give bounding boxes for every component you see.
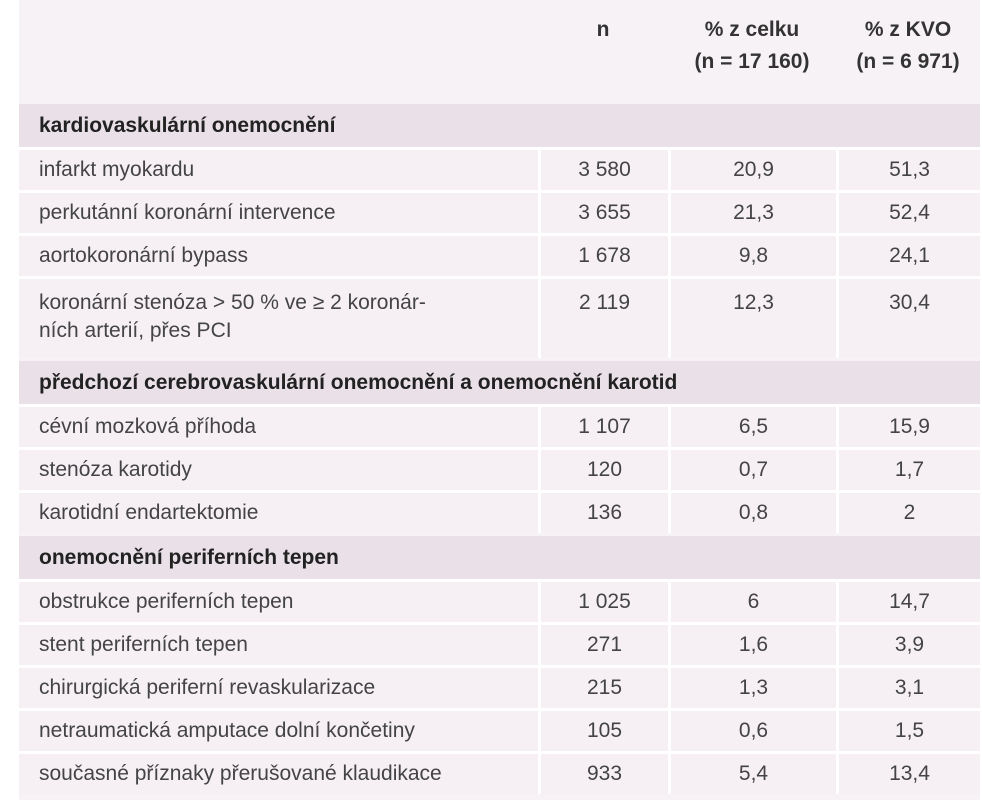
row-pct-kvo: 24,1 xyxy=(836,233,980,276)
header-pct-total-line2: (n = 17 160) xyxy=(694,50,810,73)
section-title: předchozí cerebrovaskulární onemocnění a… xyxy=(19,358,980,404)
row-n: 105 xyxy=(538,708,668,751)
header-label-empty xyxy=(19,0,538,101)
row-n: 2 119 xyxy=(538,276,668,358)
header-n-text: n xyxy=(596,18,610,41)
row-pct-kvo: 1,7 xyxy=(836,447,980,490)
row-label: perkutánní koronární intervence xyxy=(19,190,538,233)
row-n: 215 xyxy=(538,665,668,708)
row-n: 120 xyxy=(538,447,668,490)
header-pct-total-line1: % z celku xyxy=(704,18,800,41)
section-title: onemocnění periferních tepen xyxy=(19,533,980,579)
header-pct-total: % z celku (n = 17 160) xyxy=(668,0,836,101)
table-row: stent periferních tepen 271 1,6 3,9 xyxy=(19,622,980,665)
row-pct-kvo: 52,4 xyxy=(836,190,980,233)
row-label: obstrukce periferních tepen xyxy=(19,579,538,622)
row-pct-kvo: 3,9 xyxy=(836,622,980,665)
table-row: netraumatická amputace dolní končetiny 1… xyxy=(19,708,980,751)
section-header-cerebrovascular: předchozí cerebrovaskulární onemocnění a… xyxy=(19,358,980,404)
row-label: infarkt myokardu xyxy=(19,147,538,190)
row-pct-kvo: 1,5 xyxy=(836,708,980,751)
header-pct-kvo-line2: (n = 6 971) xyxy=(856,50,960,73)
row-pct-kvo: 2 xyxy=(836,490,980,533)
row-label: stenóza karotidy xyxy=(19,447,538,490)
row-n: 1 107 xyxy=(538,404,668,447)
row-pct-total: 0,8 xyxy=(668,490,836,533)
table-row: cévní mozková příhoda 1 107 6,5 15,9 xyxy=(19,404,980,447)
header-pct-kvo-line1: % z KVO xyxy=(864,18,952,41)
row-pct-kvo: 30,4 xyxy=(836,276,980,358)
row-label: aortokoronární bypass xyxy=(19,233,538,276)
table-row: obstrukce periferních tepen 1 025 6 14,7 xyxy=(19,579,980,622)
table-row: infarkt myokardu 3 580 20,9 51,3 xyxy=(19,147,980,190)
row-n: 1 678 xyxy=(538,233,668,276)
row-label: karotidní endartektomie xyxy=(19,490,538,533)
row-pct-total: 0,6 xyxy=(668,708,836,751)
table-header-row: n % z celku (n = 17 160) % z KVO (n = 6 … xyxy=(19,0,980,101)
table-row: chirurgická periferní revaskularizace 21… xyxy=(19,665,980,708)
header-n: n xyxy=(538,0,668,101)
row-pct-total: 5,4 xyxy=(668,751,836,794)
row-label: současné příznaky přerušované klaudikace xyxy=(19,751,538,794)
header-pct-kvo: % z KVO (n = 6 971) xyxy=(836,0,980,101)
row-pct-kvo: 3,1 xyxy=(836,665,980,708)
row-pct-kvo: 51,3 xyxy=(836,147,980,190)
table-row: aortokoronární bypass 1 678 9,8 24,1 xyxy=(19,233,980,276)
row-pct-total: 6 xyxy=(668,579,836,622)
row-pct-total: 1,3 xyxy=(668,665,836,708)
row-pct-total: 21,3 xyxy=(668,190,836,233)
row-label: koronární stenóza > 50 % ve ≥ 2 koronár-… xyxy=(19,276,538,358)
row-label: netraumatická amputace dolní končetiny xyxy=(19,708,538,751)
row-pct-total: 20,9 xyxy=(668,147,836,190)
row-n: 933 xyxy=(538,751,668,794)
table-row: koronární stenóza > 50 % ve ≥ 2 koronár-… xyxy=(19,276,980,358)
row-label: stent periferních tepen xyxy=(19,622,538,665)
section-header-peripheral: onemocnění periferních tepen xyxy=(19,533,980,579)
table-row: stenóza karotidy 120 0,7 1,7 xyxy=(19,447,980,490)
row-n: 136 xyxy=(538,490,668,533)
table-row: perkutánní koronární intervence 3 655 21… xyxy=(19,190,980,233)
table-row: současné příznaky přerušované klaudikace… xyxy=(19,751,980,794)
data-table: n % z celku (n = 17 160) % z KVO (n = 6 … xyxy=(19,0,980,794)
row-pct-total: 0,7 xyxy=(668,447,836,490)
row-pct-kvo: 14,7 xyxy=(836,579,980,622)
row-label: cévní mozková příhoda xyxy=(19,404,538,447)
row-label: chirurgická periferní revaskularizace xyxy=(19,665,538,708)
row-n: 1 025 xyxy=(538,579,668,622)
section-header-cardiovascular: kardiovaskulární onemocnění xyxy=(19,101,980,147)
row-pct-kvo: 13,4 xyxy=(836,751,980,794)
row-n: 3 580 xyxy=(538,147,668,190)
row-pct-total: 6,5 xyxy=(668,404,836,447)
table-row: karotidní endartektomie 136 0,8 2 xyxy=(19,490,980,533)
row-label-line1: koronární stenóza > 50 % ve ≥ 2 koronár- xyxy=(39,291,426,314)
row-label-line2: ních arterií, přes PCI xyxy=(39,319,232,342)
row-pct-total: 1,6 xyxy=(668,622,836,665)
row-n: 271 xyxy=(538,622,668,665)
row-pct-total: 9,8 xyxy=(668,233,836,276)
row-pct-kvo: 15,9 xyxy=(836,404,980,447)
row-pct-total: 12,3 xyxy=(668,276,836,358)
section-title: kardiovaskulární onemocnění xyxy=(19,101,980,147)
row-n: 3 655 xyxy=(538,190,668,233)
